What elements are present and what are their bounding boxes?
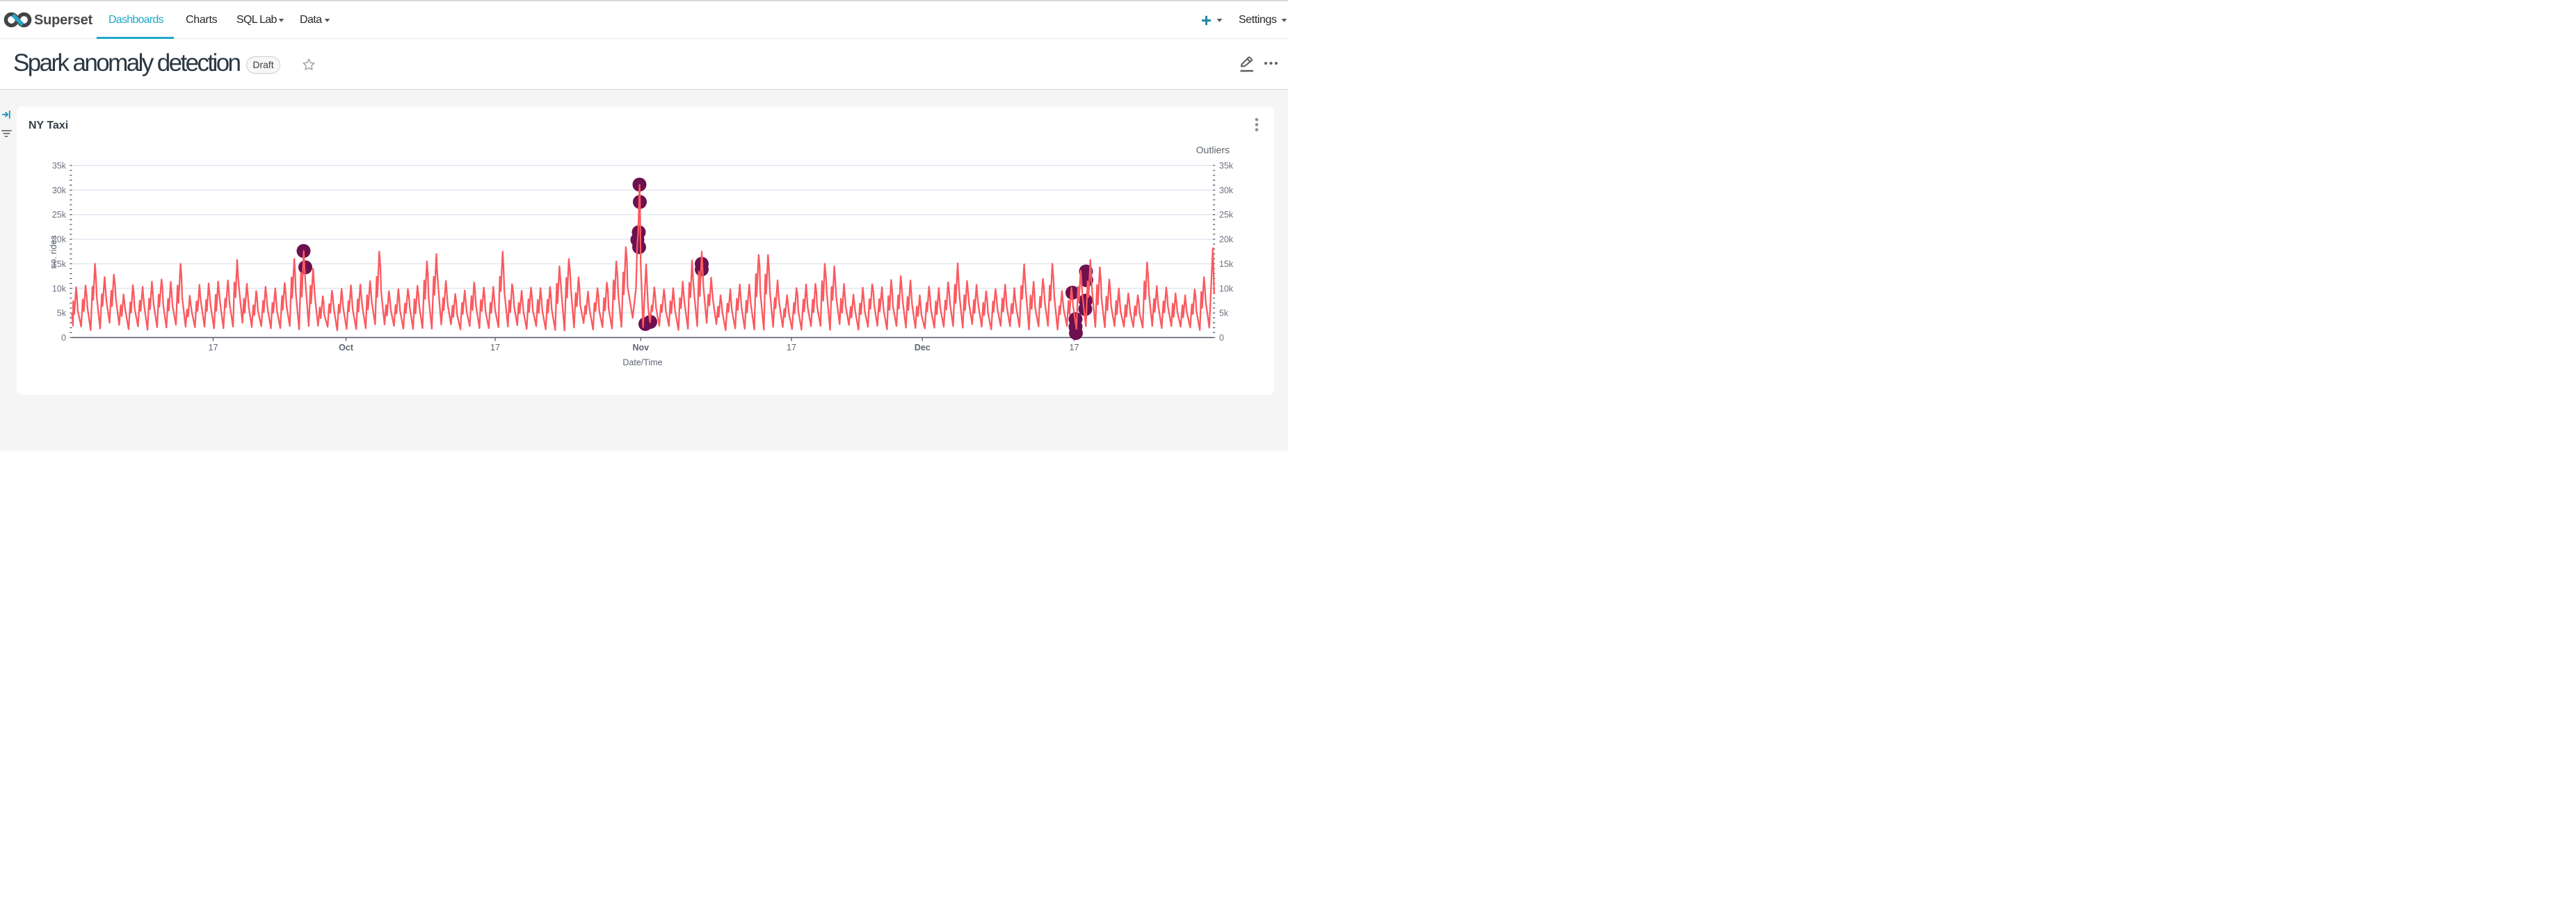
svg-text:Date/Time: Date/Time	[622, 358, 662, 368]
svg-text:35k: 35k	[1219, 161, 1234, 171]
svg-text:17: 17	[490, 343, 500, 352]
svg-text:17: 17	[1070, 343, 1079, 352]
svg-text:17: 17	[209, 343, 218, 352]
svg-text:30k: 30k	[52, 186, 67, 195]
svg-text:35k: 35k	[52, 161, 67, 171]
svg-text:17: 17	[787, 343, 796, 352]
svg-text:15k: 15k	[52, 259, 67, 269]
svg-text:5k: 5k	[57, 309, 67, 318]
svg-text:15k: 15k	[1219, 259, 1234, 269]
svg-text:10k: 10k	[1219, 284, 1234, 293]
svg-text:0: 0	[1219, 333, 1224, 343]
svg-text:10k: 10k	[52, 284, 67, 293]
svg-text:Dec: Dec	[915, 343, 931, 352]
svg-text:20k: 20k	[1219, 235, 1234, 245]
svg-text:Nov: Nov	[632, 343, 649, 352]
svg-text:Outliers: Outliers	[1196, 145, 1230, 156]
svg-text:5k: 5k	[1219, 309, 1229, 318]
svg-text:no. rides: no. rides	[49, 236, 58, 269]
svg-text:25k: 25k	[1219, 210, 1234, 220]
svg-text:20k: 20k	[52, 235, 67, 245]
svg-text:0: 0	[61, 333, 66, 343]
svg-text:Oct: Oct	[339, 343, 354, 352]
svg-text:25k: 25k	[52, 210, 67, 220]
svg-text:30k: 30k	[1219, 186, 1234, 195]
